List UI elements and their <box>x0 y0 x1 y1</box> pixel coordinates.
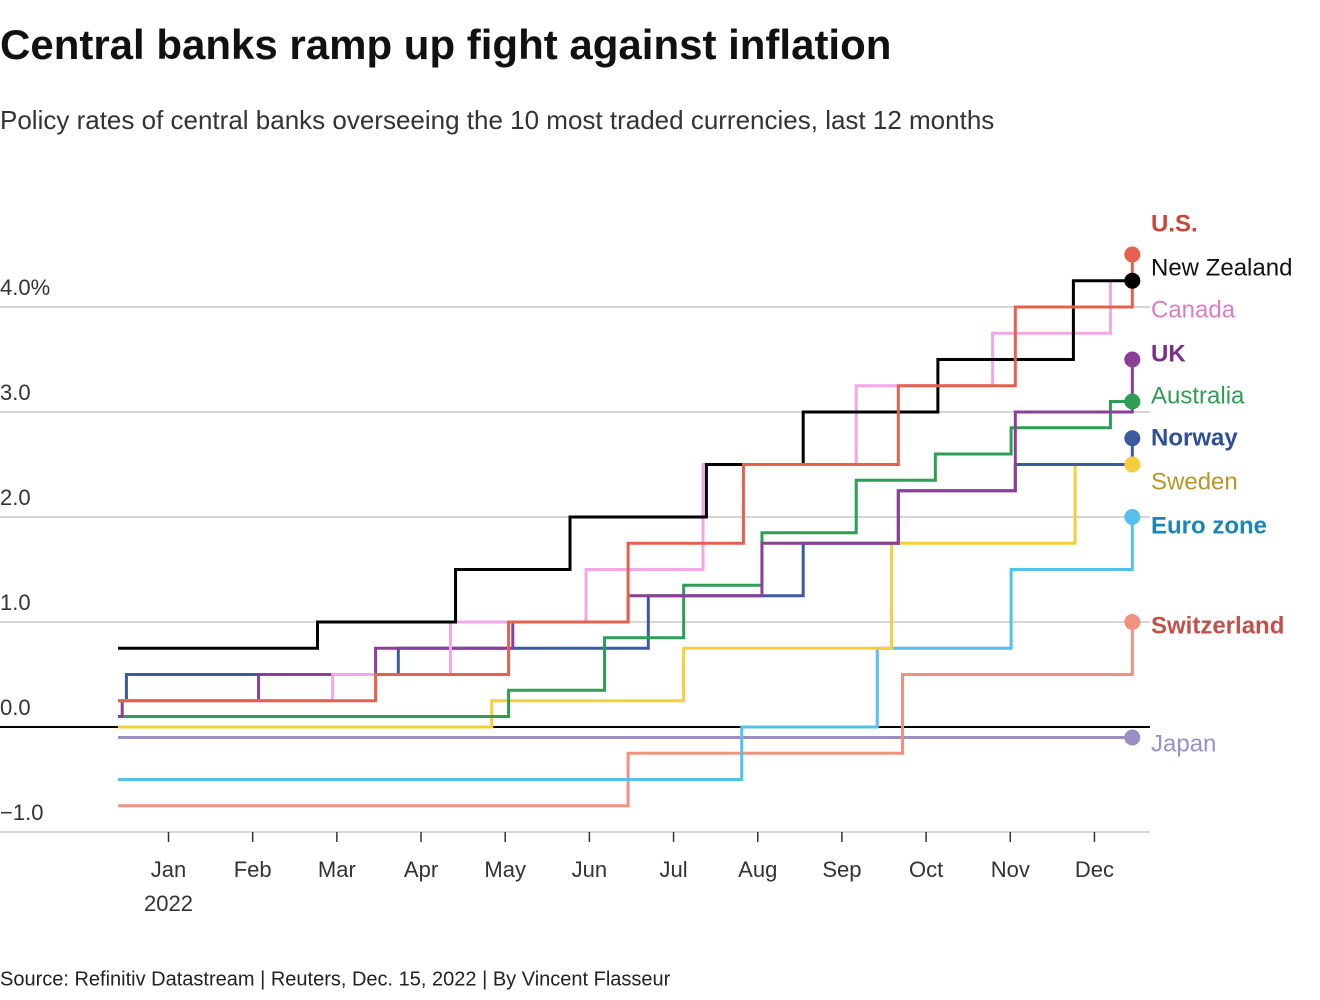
series-line <box>118 463 1133 729</box>
series-label: Euro zone <box>1151 512 1267 539</box>
y-tick-label: 2.0 <box>0 485 31 510</box>
x-tick-label: Apr <box>404 857 438 882</box>
x-tick-label: Jan <box>151 857 186 882</box>
series-line <box>118 400 1133 718</box>
x-tick-label: Nov <box>991 857 1030 882</box>
series-line <box>118 254 1134 703</box>
y-tick-label: −1.0 <box>0 800 43 825</box>
x-year-label: 2022 <box>144 891 193 916</box>
series-label: UK <box>1151 340 1186 367</box>
y-tick-label: 1.0 <box>0 590 31 615</box>
x-tick-label: Aug <box>738 857 777 882</box>
chart-title: Central banks ramp up fight against infl… <box>0 21 891 68</box>
series-line <box>118 622 1134 808</box>
series-label: Japan <box>1151 730 1216 757</box>
y-tick-label: 3.0 <box>0 380 31 405</box>
x-tick-label: Oct <box>909 857 943 882</box>
end-marker <box>1124 351 1141 368</box>
series-line <box>118 359 1134 718</box>
series-label: Sweden <box>1151 468 1238 495</box>
x-tick-label: Jun <box>572 857 607 882</box>
end-marker <box>1124 729 1141 746</box>
end-marker <box>1124 430 1141 447</box>
series-label: Australia <box>1151 382 1245 409</box>
x-tick-label: May <box>484 857 526 882</box>
end-marker <box>1124 456 1141 473</box>
y-tick-label: 4.0% <box>0 275 50 300</box>
series-label: Switzerland <box>1151 612 1284 639</box>
series-line <box>118 279 1133 650</box>
x-tick-label: Feb <box>234 857 272 882</box>
end-marker <box>1124 509 1141 525</box>
series-label: Canada <box>1151 296 1236 323</box>
x-tick-label: Sep <box>822 857 861 882</box>
series-label: New Zealand <box>1151 254 1292 281</box>
end-marker <box>1124 614 1141 630</box>
x-tick-label: Jul <box>660 857 688 882</box>
series-label: U.S. <box>1151 210 1198 237</box>
end-marker <box>1124 246 1141 263</box>
end-marker <box>1124 272 1141 289</box>
series-label: Norway <box>1151 424 1238 451</box>
x-tick-label: Mar <box>318 857 356 882</box>
chart-subtitle: Policy rates of central banks overseeing… <box>0 105 994 135</box>
y-tick-label: 0.0 <box>0 695 31 720</box>
source: Source: Refinitiv Datastream | Reuters, … <box>0 968 671 990</box>
end-marker <box>1124 393 1141 410</box>
x-tick-label: Dec <box>1075 857 1114 882</box>
